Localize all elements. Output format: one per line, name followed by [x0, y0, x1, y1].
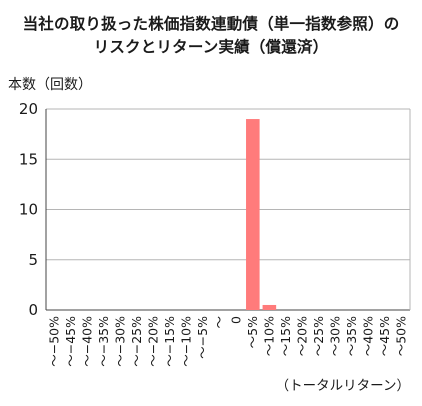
x-tick-label: 〜−50% — [46, 316, 61, 367]
x-tick-label: 〜35% — [344, 316, 359, 356]
x-tick-label: 〜25% — [311, 316, 326, 356]
x-tick-label: 〜−10% — [179, 316, 194, 367]
x-tick-label: 〜−40% — [79, 316, 94, 367]
bar — [246, 119, 260, 310]
x-tick-label: 〜20% — [294, 316, 309, 356]
x-tick-label: 〜−35% — [96, 316, 111, 367]
x-tick-label: 〜45% — [377, 316, 392, 356]
x-tick-label: 〜−15% — [162, 316, 177, 367]
x-tick-label: 〜 — [212, 316, 227, 329]
y-tick-label: 15 — [19, 150, 38, 168]
x-tick-label: 〜−5% — [195, 316, 210, 359]
y-tick-label: 0 — [28, 301, 38, 319]
x-tick-label: 〜5% — [245, 316, 260, 348]
y-tick-label: 5 — [28, 251, 38, 269]
x-tick-label: 〜−20% — [146, 316, 161, 367]
y-tick-label: 20 — [19, 100, 38, 118]
x-tick-label: 〜30% — [328, 316, 343, 356]
x-tick-label: 〜−25% — [129, 316, 144, 367]
x-tick-label: 〜40% — [361, 316, 376, 356]
chart-title-line1: 当社の取り扱った株価指数連動債（単一指数参照）の — [22, 15, 400, 33]
chart-title-line2: リスクとリターン実績（償還済） — [93, 38, 329, 56]
x-tick-label: 〜10% — [261, 316, 276, 356]
x-tick-label: 〜−30% — [112, 316, 127, 367]
x-tick-label: 〜50% — [394, 316, 409, 356]
y-tick-label: 10 — [19, 201, 38, 219]
x-tick-label: 〜−45% — [63, 316, 78, 367]
bar — [262, 304, 277, 310]
x-tick-label: 〜15% — [278, 316, 293, 356]
x-axis-label: （トータルリターン） — [275, 378, 410, 394]
x-tick-label: 0 — [228, 316, 243, 324]
y-axis-label: 本数（回数） — [8, 77, 92, 93]
